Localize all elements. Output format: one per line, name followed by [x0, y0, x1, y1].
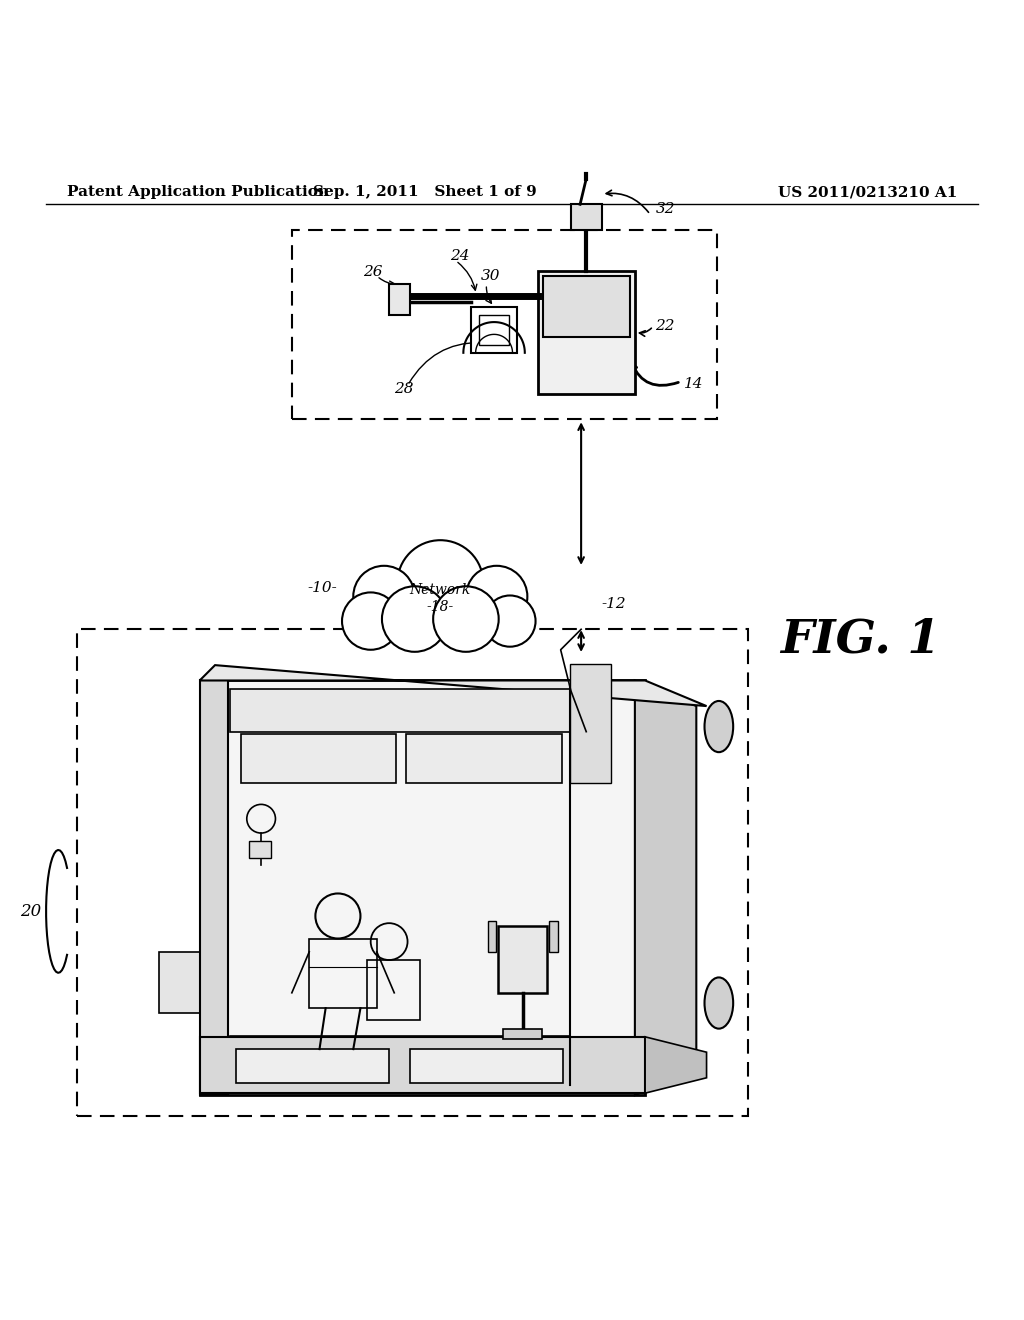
Text: 30: 30 — [481, 269, 501, 282]
Bar — [292, 230, 717, 420]
Bar — [389, 284, 410, 315]
Polygon shape — [635, 681, 696, 1096]
Polygon shape — [645, 1036, 707, 1093]
Bar — [159, 952, 202, 1014]
Bar — [77, 630, 748, 1115]
Polygon shape — [200, 665, 707, 706]
Text: 26: 26 — [364, 265, 383, 279]
Bar — [200, 1036, 645, 1093]
Circle shape — [397, 540, 483, 626]
Bar — [200, 681, 645, 1096]
Text: Patent Application Publication: Patent Application Publication — [67, 185, 329, 199]
Bar — [499, 927, 548, 993]
Text: Network
-18-: Network -18- — [410, 583, 471, 614]
Bar — [543, 276, 630, 338]
Text: FIG. 1: FIG. 1 — [780, 616, 940, 663]
Circle shape — [382, 586, 447, 652]
Bar — [236, 1049, 389, 1082]
Text: US 2011/0213210 A1: US 2011/0213210 A1 — [778, 185, 957, 199]
Bar — [249, 841, 271, 858]
Bar — [410, 1049, 563, 1082]
Text: 32: 32 — [655, 202, 675, 216]
Circle shape — [342, 593, 399, 649]
Text: -10-: -10- — [307, 581, 338, 595]
Text: 28: 28 — [394, 381, 414, 396]
Bar — [241, 734, 396, 783]
Bar — [538, 271, 635, 393]
Bar — [471, 306, 517, 352]
Bar — [479, 315, 509, 345]
Bar — [488, 921, 497, 952]
Circle shape — [433, 586, 499, 652]
Text: 20: 20 — [19, 903, 41, 920]
Text: 14: 14 — [684, 376, 703, 391]
Text: 24: 24 — [451, 248, 470, 263]
Circle shape — [353, 566, 415, 627]
Circle shape — [466, 566, 527, 627]
Bar — [504, 1028, 543, 1039]
Bar — [230, 689, 602, 731]
Bar — [407, 734, 562, 783]
Text: -12: -12 — [602, 597, 627, 611]
Bar — [570, 664, 611, 783]
Circle shape — [484, 595, 536, 647]
Bar — [200, 681, 228, 1096]
Text: 22: 22 — [655, 319, 675, 333]
Bar — [571, 205, 602, 230]
Ellipse shape — [705, 701, 733, 752]
Bar — [550, 921, 558, 952]
Ellipse shape — [705, 977, 733, 1028]
Text: Sep. 1, 2011   Sheet 1 of 9: Sep. 1, 2011 Sheet 1 of 9 — [313, 185, 537, 199]
